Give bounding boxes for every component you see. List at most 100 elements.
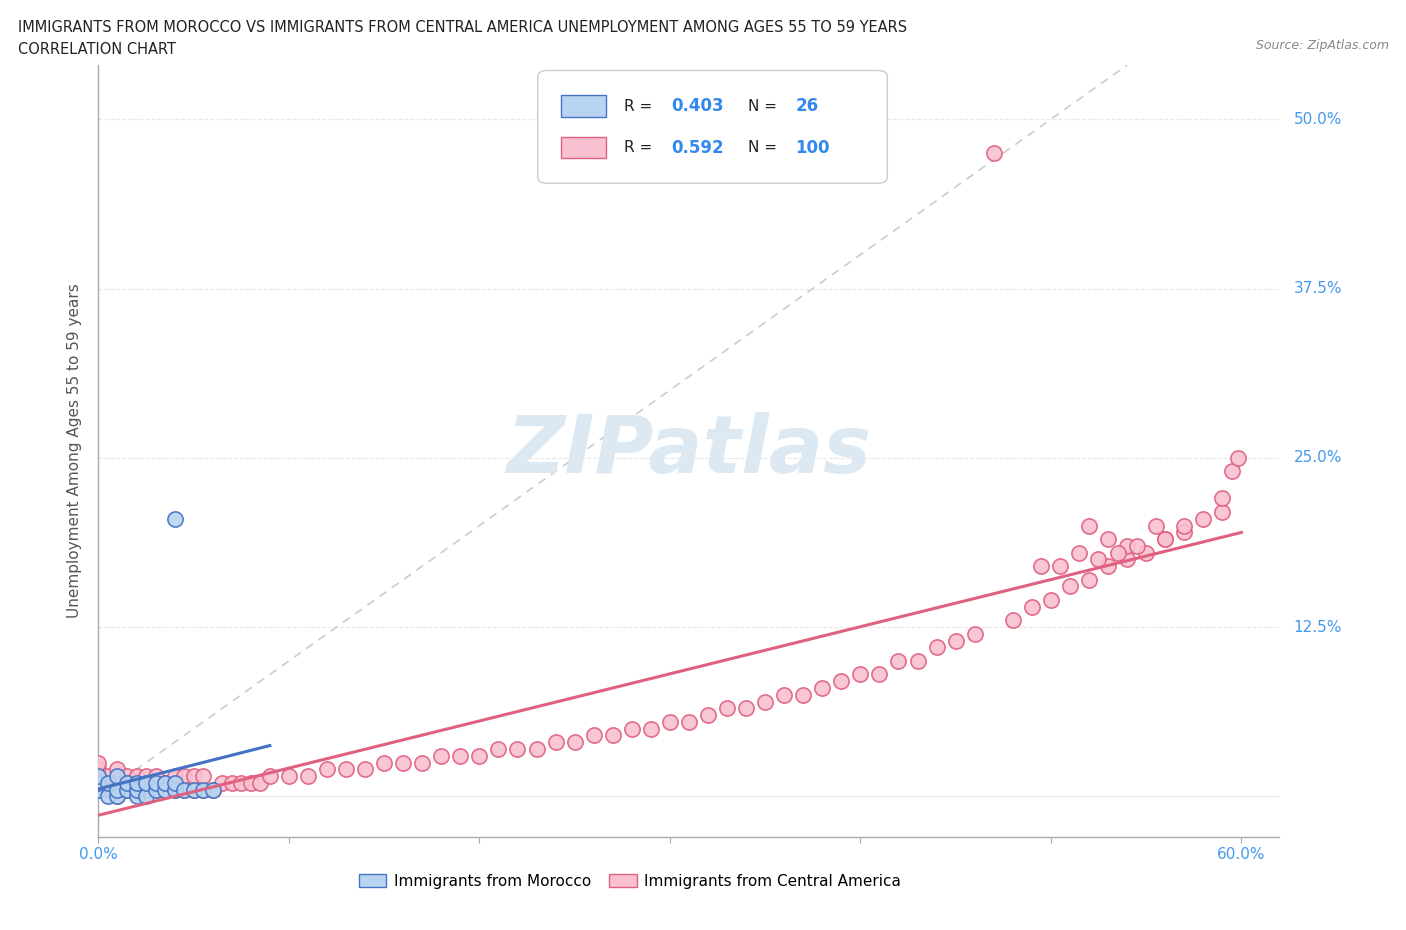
Point	[392, 755, 415, 770]
Point	[145, 782, 167, 797]
Point	[792, 687, 814, 702]
Point	[97, 776, 120, 790]
Point	[135, 768, 157, 783]
Point	[211, 776, 233, 790]
Point	[115, 776, 138, 790]
Point	[907, 654, 929, 669]
Point	[153, 776, 176, 790]
Point	[193, 782, 215, 797]
Text: R =: R =	[624, 140, 657, 155]
Point	[125, 776, 148, 790]
Point	[163, 782, 186, 797]
Point	[125, 782, 148, 797]
Text: 0.592: 0.592	[671, 139, 724, 156]
Point	[1135, 545, 1157, 560]
Text: ZIPatlas: ZIPatlas	[506, 412, 872, 490]
Point	[373, 755, 395, 770]
Point	[153, 782, 176, 797]
Text: IMMIGRANTS FROM MOROCCO VS IMMIGRANTS FROM CENTRAL AMERICA UNEMPLOYMENT AMONG AG: IMMIGRANTS FROM MOROCCO VS IMMIGRANTS FR…	[18, 20, 907, 35]
Point	[259, 768, 281, 783]
Point	[354, 762, 377, 777]
Point	[620, 722, 643, 737]
Point	[135, 789, 157, 804]
Point	[526, 741, 548, 756]
Point	[1059, 579, 1081, 594]
Text: 0.403: 0.403	[671, 97, 724, 115]
Point	[602, 728, 624, 743]
Point	[221, 776, 243, 790]
Point	[183, 782, 205, 797]
Point	[716, 701, 738, 716]
Point	[868, 667, 890, 682]
Point	[97, 782, 120, 797]
Point	[107, 762, 129, 777]
Point	[1125, 538, 1147, 553]
Text: Source: ZipAtlas.com: Source: ZipAtlas.com	[1256, 39, 1389, 52]
Point	[87, 755, 110, 770]
Point	[506, 741, 529, 756]
Point	[1031, 559, 1053, 574]
Text: 100: 100	[796, 139, 830, 156]
Point	[135, 776, 157, 790]
Text: CORRELATION CHART: CORRELATION CHART	[18, 42, 176, 57]
Point	[183, 782, 205, 797]
Point	[277, 768, 299, 783]
Point	[201, 782, 224, 797]
Point	[97, 789, 120, 804]
Point	[1154, 532, 1177, 547]
Point	[1097, 559, 1119, 574]
Point	[1021, 599, 1043, 614]
Point	[201, 782, 224, 797]
Point	[1211, 505, 1233, 520]
Point	[115, 782, 138, 797]
Point	[811, 681, 834, 696]
Point	[163, 782, 186, 797]
Point	[1192, 512, 1215, 526]
Point	[193, 768, 215, 783]
Point	[173, 782, 195, 797]
Point	[125, 789, 148, 804]
Point	[125, 776, 148, 790]
Point	[87, 768, 110, 783]
FancyBboxPatch shape	[561, 95, 606, 117]
Point	[231, 776, 253, 790]
Point	[135, 782, 157, 797]
Point	[1220, 464, 1243, 479]
Point	[1154, 532, 1177, 547]
Y-axis label: Unemployment Among Ages 55 to 59 years: Unemployment Among Ages 55 to 59 years	[67, 284, 83, 618]
Point	[145, 768, 167, 783]
Point	[239, 776, 262, 790]
Text: R =: R =	[624, 99, 657, 113]
Point	[1116, 538, 1139, 553]
Text: 25.0%: 25.0%	[1294, 450, 1341, 465]
Text: 50.0%: 50.0%	[1294, 112, 1341, 126]
Point	[1107, 545, 1129, 560]
Point	[582, 728, 605, 743]
Point	[1173, 525, 1195, 539]
Point	[1116, 551, 1139, 566]
Point	[754, 694, 776, 709]
Point	[849, 667, 872, 682]
Point	[564, 735, 586, 750]
Point	[183, 768, 205, 783]
Point	[735, 701, 758, 716]
Point	[1173, 518, 1195, 533]
Point	[1087, 551, 1109, 566]
Point	[1049, 559, 1071, 574]
Point	[107, 768, 129, 783]
Point	[449, 749, 471, 764]
Point	[97, 768, 120, 783]
Point	[773, 687, 796, 702]
Point	[430, 749, 453, 764]
Point	[640, 722, 662, 737]
Point	[125, 782, 148, 797]
Text: N =: N =	[748, 99, 782, 113]
Point	[125, 768, 148, 783]
Point	[544, 735, 567, 750]
Point	[468, 749, 491, 764]
Point	[1211, 491, 1233, 506]
Point	[163, 768, 186, 783]
Point	[115, 768, 138, 783]
Point	[1144, 518, 1167, 533]
Point	[983, 146, 1005, 161]
